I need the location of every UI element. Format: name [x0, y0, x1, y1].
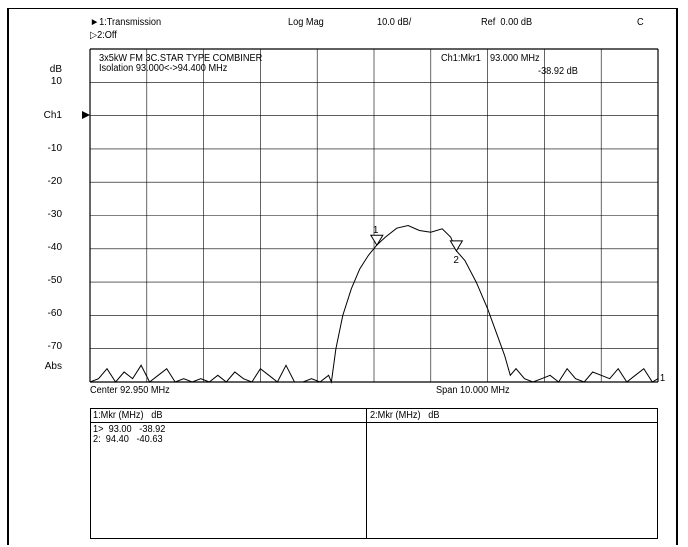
y-tick-label: -20 — [47, 176, 62, 187]
span-frequency: Span 10.000 MHz — [436, 385, 510, 396]
subtitle-line: Isolation 93.000<->94.400 MHz — [99, 63, 228, 74]
y-tick-label: 10 — [50, 76, 62, 87]
scale-label[interactable]: 10.0 dB/ — [377, 17, 412, 28]
y-tick-label: -60 — [47, 308, 62, 319]
y-tick-label: -10 — [47, 143, 62, 154]
analyzer-display — [7, 8, 678, 545]
center-frequency: Center 92.950 MHz — [90, 385, 170, 396]
marker-triangle-icon — [369, 234, 384, 247]
marker-row: 2: 94.40 -40.63 — [93, 434, 163, 445]
y-tick-label: -30 — [47, 209, 62, 220]
y-tick-label: -40 — [47, 242, 62, 253]
format-label[interactable]: Log Mag — [288, 17, 324, 28]
marker-table-header-right: 2:Mkr (MHz) dB — [370, 410, 440, 421]
y-unit-label: dB — [49, 64, 62, 75]
y-tick-label: Abs — [44, 361, 62, 372]
y-tick-label: Ch1 — [43, 110, 62, 121]
marker-label: 2 — [453, 255, 459, 266]
reference-pointer-icon — [82, 111, 90, 119]
marker-label: 1 — [373, 225, 379, 236]
channel-letter: C — [637, 17, 644, 28]
marker-triangle-icon — [449, 240, 464, 252]
y-tick-label: -50 — [47, 275, 62, 286]
active-marker-label: Ch1:Mkr1 — [441, 53, 481, 64]
marker-row: 1> 93.00 -38.92 — [93, 424, 166, 435]
title-line: 3x5kW FM 3C.STAR TYPE COMBINER — [99, 53, 263, 64]
y-tick-label: -70 — [47, 341, 62, 352]
trace2-label[interactable]: ▷2:Off — [90, 30, 117, 41]
trace-line — [89, 224, 659, 384]
marker-table-header-left: 1:Mkr (MHz) dB — [93, 410, 163, 421]
active-marker-frequency: 93.000 MHz — [490, 53, 540, 64]
marker-table: 1:Mkr (MHz) dB 2:Mkr (MHz) dB 1> 93.00 -… — [90, 408, 658, 539]
active-marker-value: -38.92 dB — [538, 66, 578, 77]
reference-label[interactable]: Ref 0.00 dB — [481, 17, 533, 28]
trace-end-label: 1 — [660, 373, 666, 384]
trace1-label[interactable]: ►1:Transmission — [90, 17, 162, 28]
